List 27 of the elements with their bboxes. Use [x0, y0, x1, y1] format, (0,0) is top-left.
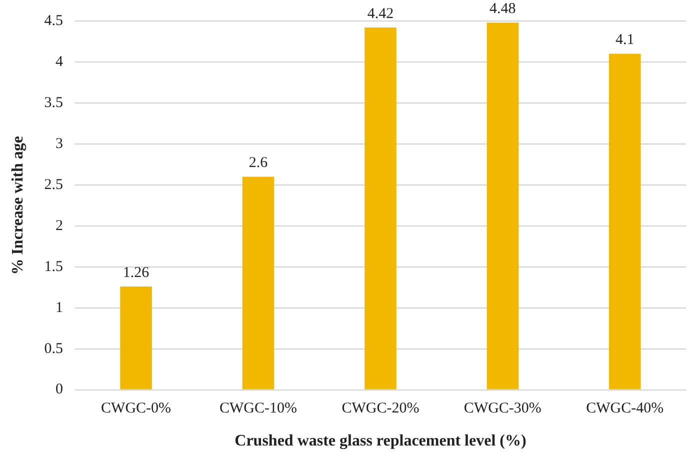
bar — [120, 286, 152, 390]
x-tick-label: CWGC-40% — [586, 400, 664, 417]
y-axis-title: % Increase with age — [10, 136, 27, 275]
y-tick-label: 1.5 — [44, 258, 63, 275]
data-label: 4.42 — [367, 6, 394, 22]
data-label: 4.48 — [490, 1, 516, 18]
x-tick-label: CWGC-10% — [220, 400, 298, 417]
x-tick-label: CWGC-20% — [342, 400, 420, 417]
x-tick-label: CWGC-30% — [464, 400, 542, 417]
y-tick-label: 2.5 — [44, 176, 63, 193]
y-tick-label: 1 — [55, 300, 63, 316]
y-tick-label: 3 — [55, 136, 63, 152]
bar — [486, 22, 519, 390]
y-tick-label: 0 — [55, 382, 63, 398]
bar — [242, 176, 274, 390]
data-label: 1.26 — [122, 264, 150, 281]
data-label: 2.6 — [248, 155, 268, 172]
y-tick-label: 3.5 — [44, 94, 63, 111]
y-tick-label: 4 — [55, 54, 64, 70]
y-tick-label: 2 — [55, 218, 63, 234]
data-label: 4.1 — [616, 32, 634, 48]
y-tick-label: 4.5 — [44, 12, 63, 29]
y-tick-label: 0.5 — [44, 340, 63, 357]
x-tick-label: CWGC-0% — [101, 400, 172, 417]
bar — [364, 28, 396, 390]
x-axis-title: Crushed waste glass replacement level (%) — [234, 432, 526, 450]
bar — [609, 54, 641, 390]
